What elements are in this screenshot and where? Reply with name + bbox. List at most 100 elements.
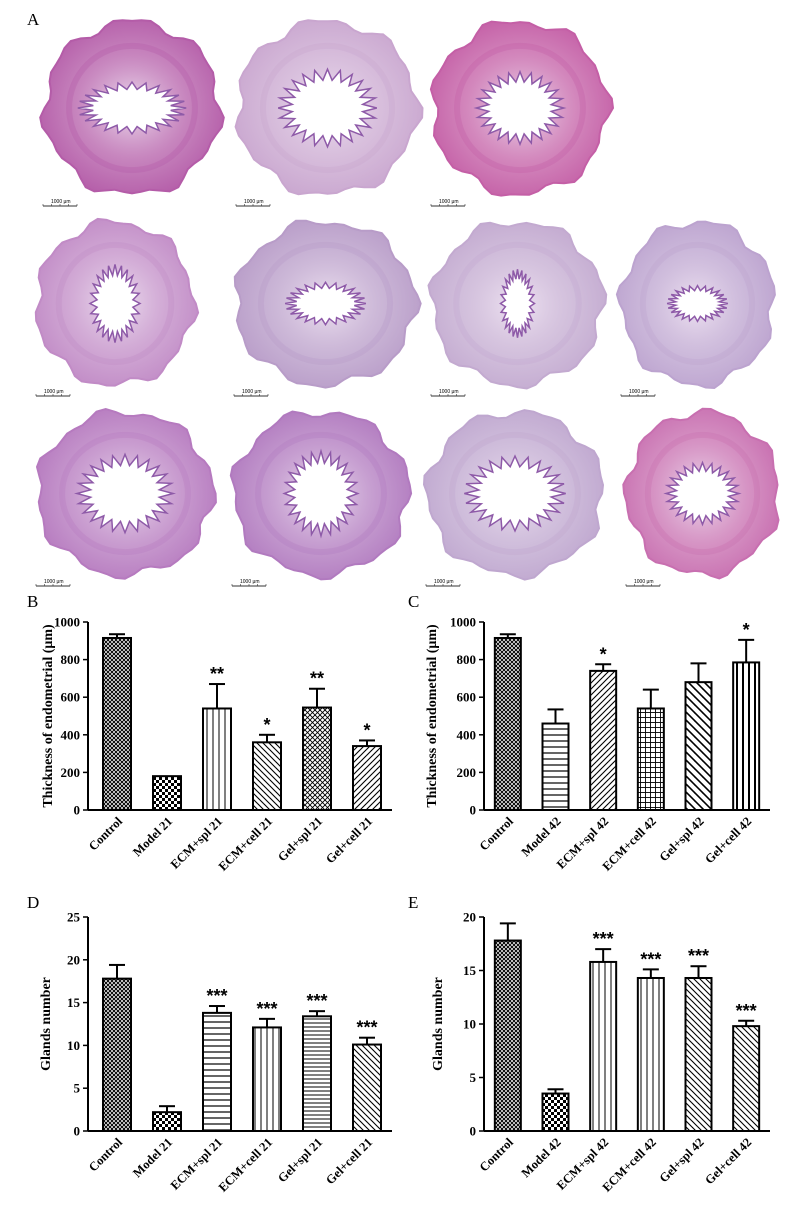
significance-marker: *	[743, 620, 750, 640]
y-tick-label: 1000	[54, 615, 80, 630]
histology-section-1-1: 1000 μm	[39, 19, 225, 207]
x-category-label: Gel+spl 42	[657, 1135, 707, 1185]
y-tick-label: 5	[470, 1070, 477, 1085]
bar-model-21	[152, 1111, 182, 1132]
significance-marker: ***	[640, 949, 661, 969]
significance-marker: *	[600, 644, 607, 664]
y-tick-label: 800	[61, 652, 81, 667]
histology-section-2-4: 1000 μm	[615, 220, 776, 397]
histology-section-1-2: 1000 μm	[234, 19, 424, 207]
scale-bar-label: 1000 μm	[439, 199, 459, 205]
scale-bar-label: 1000 μm	[51, 199, 71, 205]
histology-section-2-3: 1000 μm	[427, 221, 608, 397]
scale-bar-label: 1000 μm	[44, 389, 64, 395]
y-tick-label: 10	[67, 1038, 80, 1053]
significance-marker: ***	[688, 946, 709, 966]
histology-section-3-1: 1000 μm	[35, 407, 217, 587]
chart-c-endometrial-thickness-day42: 0 200 400 600 800 1000 Thickness of endometria…	[398, 600, 795, 890]
x-category-label: ECM+cell 21	[216, 1135, 275, 1194]
significance-marker: **	[210, 664, 224, 684]
y-tick-label: 0	[74, 803, 81, 818]
chart-b-endometrial-thickness-day21: 0 200 400 600 800 1000 Thickness of endometria…	[0, 600, 398, 890]
significance-marker: *	[363, 720, 370, 740]
significance-marker: *	[263, 715, 270, 735]
x-category-label: Gel+cell 21	[323, 814, 375, 866]
y-tick-label: 10	[463, 1017, 476, 1032]
y-tick-label: 600	[457, 690, 477, 705]
y-tick-label: 200	[457, 765, 477, 780]
y-axis-title: Thickness of endometrial (μm)	[41, 624, 56, 808]
x-category-label: Control	[477, 814, 517, 854]
scale-bar-label: 1000 μm	[244, 199, 264, 205]
y-tick-label: 400	[457, 727, 477, 742]
significance-marker: ***	[306, 991, 327, 1011]
y-tick-label: 1000	[450, 615, 476, 630]
panel-label-d: D	[27, 893, 40, 912]
histology-section-3-3: 1000 μm	[422, 409, 605, 587]
bar-chart-svg: 0 5 10 15 20 25 Glands number Control Model 21 **…	[39, 910, 392, 1195]
bar-control	[102, 977, 132, 1132]
y-tick-label: 200	[61, 765, 81, 780]
significance-marker: ***	[206, 986, 227, 1006]
significance-marker: ***	[736, 1001, 757, 1021]
panel-label-c: C	[408, 592, 420, 611]
bar-ecm-cell-42	[636, 707, 665, 811]
chart-d-glands-number-day21: 0 5 10 15 20 25 Glands number Control Model 21 **…	[0, 905, 398, 1200]
bar-model-42	[541, 1092, 570, 1133]
y-tick-label: 5	[74, 1081, 81, 1096]
x-category-label: Gel+cell 42	[702, 814, 754, 866]
x-category-label: Gel+spl 21	[275, 814, 325, 864]
x-category-label: Gel+cell 21	[323, 1135, 375, 1187]
bar-gel-spl-42	[684, 976, 713, 1132]
y-tick-label: 600	[61, 690, 81, 705]
y-tick-label: 25	[67, 910, 81, 925]
bar-gel-spl-21	[302, 706, 332, 811]
x-category-label: Gel+cell 42	[702, 1135, 754, 1187]
x-category-label: Control	[86, 1135, 126, 1175]
y-tick-label: 20	[67, 952, 80, 967]
bar-control	[493, 939, 522, 1133]
x-category-label: Gel+spl 21	[275, 1135, 325, 1185]
x-category-label: Gel+spl 42	[657, 814, 707, 864]
histology-section-2-2: 1000 μm	[233, 219, 422, 397]
significance-marker: ***	[356, 1018, 377, 1038]
bar-gel-cell-42	[732, 1025, 761, 1132]
bar-gel-spl-42	[684, 681, 713, 811]
histology-section-2-1: 1000 μm	[34, 217, 200, 397]
x-category-label: ECM+cell 21	[216, 814, 275, 873]
bar-model-42	[541, 722, 570, 811]
x-category-label: Model 21	[130, 814, 175, 859]
histology-image-grid: 1000 μm 1000 μm 1000 μm 1000 μm 1000 μm 1000 …	[34, 19, 780, 587]
y-tick-label: 800	[457, 652, 477, 667]
x-category-label: Model 42	[519, 814, 564, 859]
bar-ecm-spl-42	[589, 669, 618, 811]
histology-section-1-3: 1000 μm	[429, 20, 615, 207]
significance-marker: ***	[593, 929, 614, 949]
x-category-label: Model 42	[519, 1135, 564, 1180]
scale-bar-label: 1000 μm	[240, 579, 260, 585]
bar-gel-cell-21	[352, 745, 382, 811]
x-category-label: Model 21	[130, 1135, 175, 1180]
y-axis-title: Glands number	[431, 977, 446, 1071]
bar-ecm-spl-21	[202, 707, 232, 811]
scale-bar-label: 1000 μm	[242, 389, 262, 395]
scale-bar-label: 1000 μm	[439, 389, 459, 395]
bar-model-21	[152, 775, 182, 812]
bar-ecm-spl-42	[589, 960, 618, 1132]
bar-gel-cell-42	[732, 661, 761, 811]
bar-ecm-spl-21	[202, 1011, 232, 1132]
y-tick-label: 15	[67, 995, 81, 1010]
y-tick-label: 20	[463, 910, 476, 925]
histology-section-3-2: 1000 μm	[229, 410, 413, 587]
y-tick-label: 400	[61, 727, 81, 742]
chart-e-glands-number-day42: 0 5 10 15 20 Glands number Control Model 42 *** E…	[398, 905, 795, 1200]
scale-bar-label: 1000 μm	[634, 579, 654, 585]
bar-ecm-cell-42	[636, 976, 665, 1132]
scale-bar-label: 1000 μm	[434, 579, 454, 585]
panel-label-b: B	[27, 592, 39, 611]
bar-gel-cell-21	[352, 1043, 382, 1133]
scale-bar-label: 1000 μm	[44, 579, 64, 585]
